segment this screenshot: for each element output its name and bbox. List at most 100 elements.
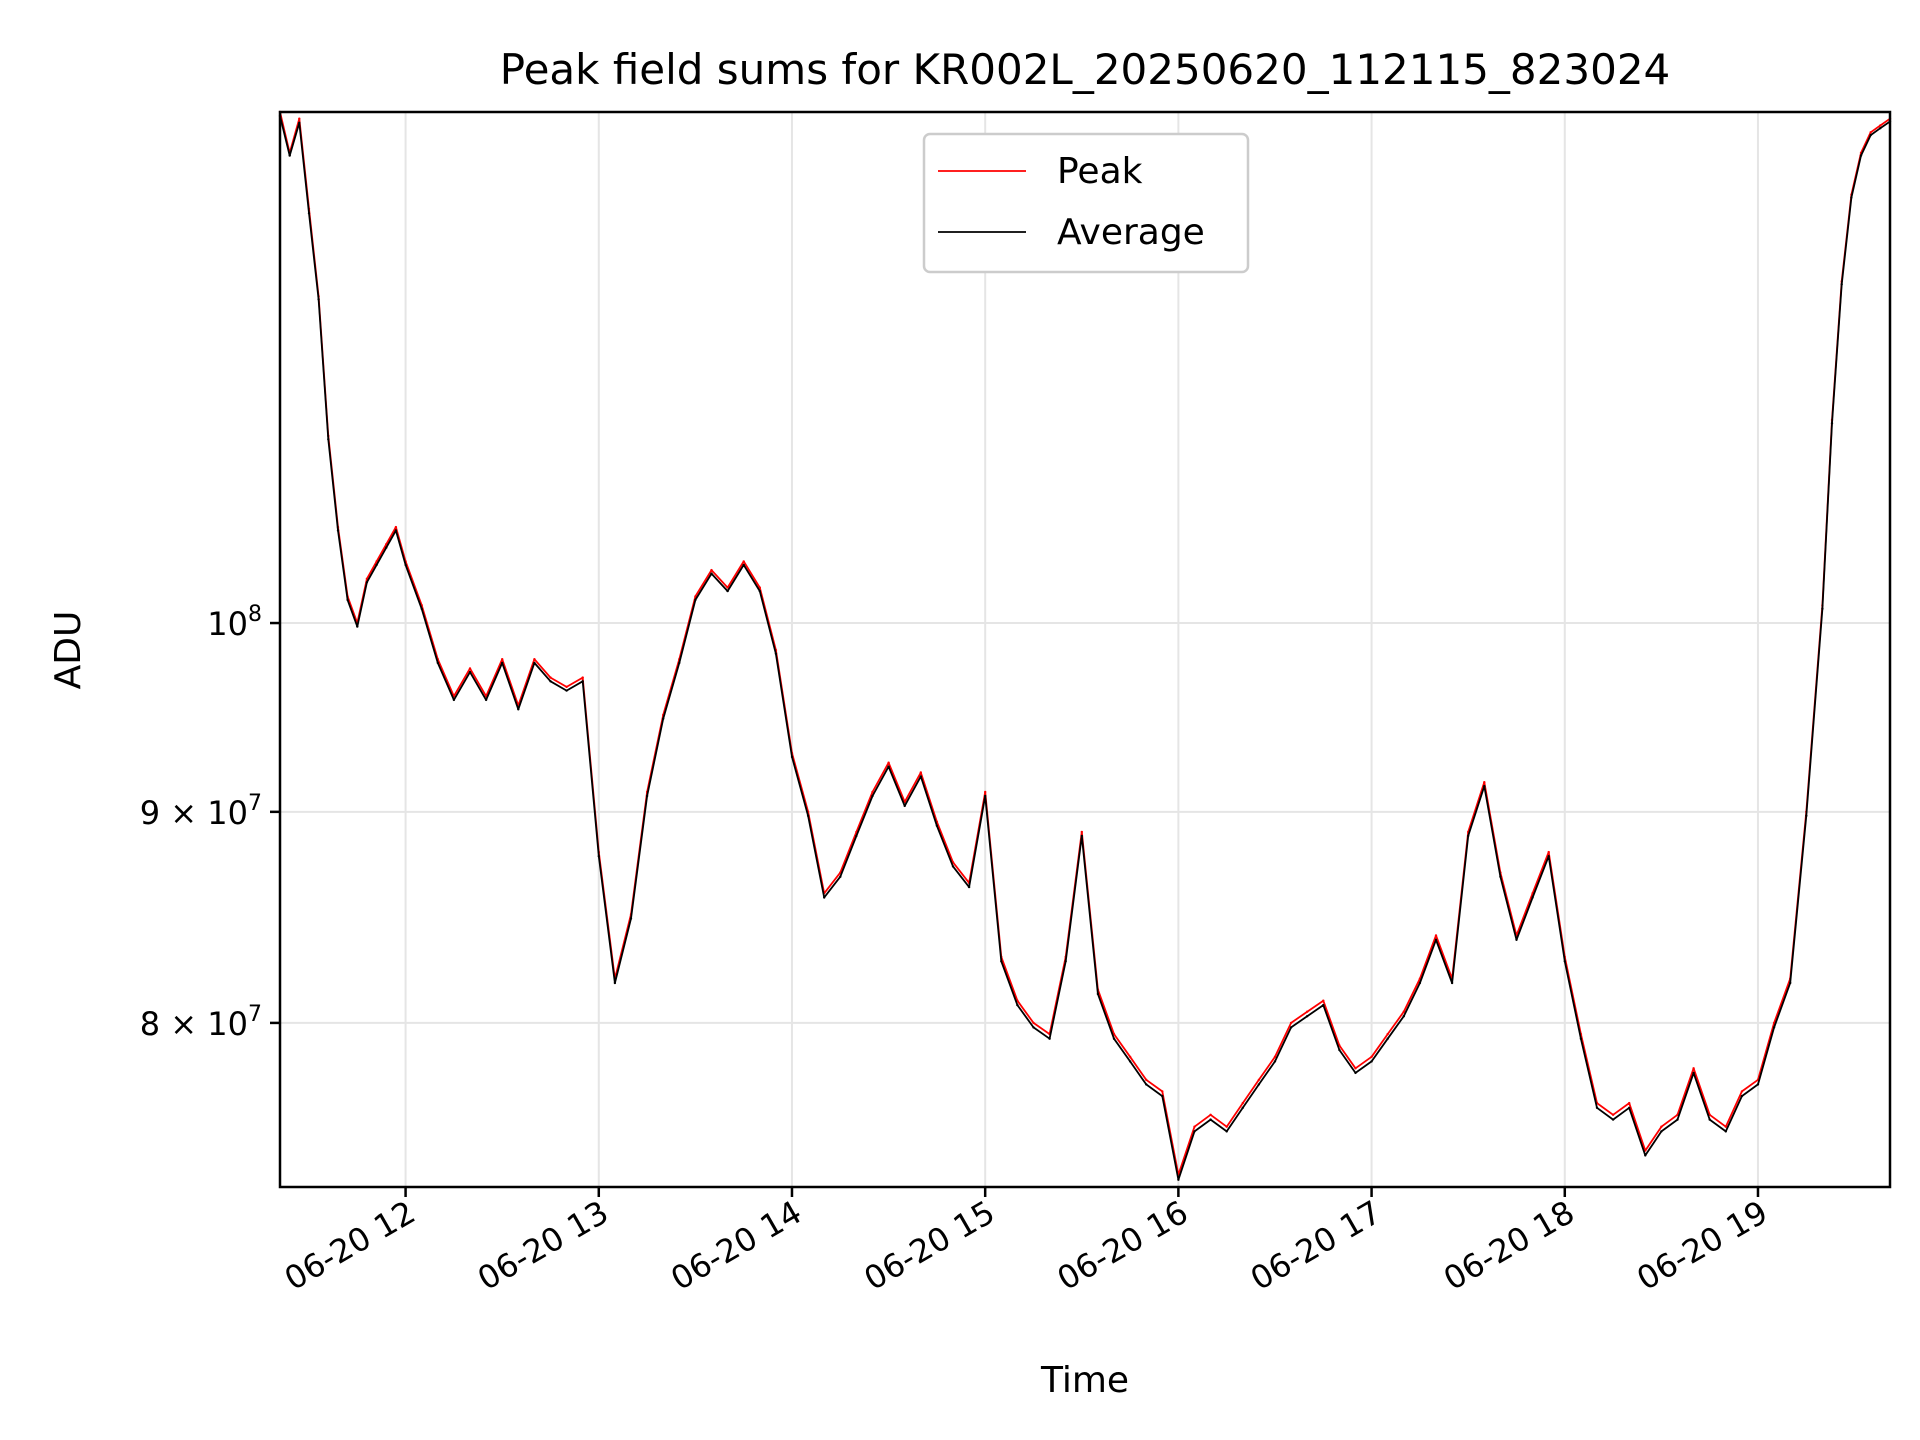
data-point-peak [1209, 1113, 1212, 1117]
tick-layer: 06-20 12 06-20 13 06-20 14 06-20 15 06-20 16… [140, 602, 1774, 1298]
legend-label-peak: Peak [1057, 151, 1143, 192]
y-tick-base: 9 × 10 [140, 794, 248, 832]
data-point-average [871, 794, 874, 798]
data-point-average [1595, 1106, 1599, 1110]
data-point-average [501, 661, 504, 665]
data-point-average [1789, 981, 1792, 985]
data-point-average [1209, 1118, 1212, 1121]
data-point-peak [1483, 781, 1486, 784]
data-point-average [1531, 896, 1534, 899]
data-point-average [903, 804, 906, 808]
data-point-average [1177, 1178, 1180, 1181]
data-point-average [1805, 814, 1808, 817]
data-point-peak [726, 586, 729, 589]
data-point-average [1402, 1015, 1406, 1018]
data-point-average [581, 680, 584, 683]
data-point-average [1483, 784, 1486, 788]
data-point-average [694, 598, 697, 602]
data-point-average [317, 298, 320, 301]
data-point-average [484, 698, 488, 702]
data-point-average [1064, 960, 1067, 963]
data-point-average [1370, 1060, 1373, 1063]
data-point-average [1676, 1118, 1679, 1121]
data-point-average [1611, 1118, 1615, 1121]
data-point-average [1000, 960, 1003, 963]
data-point-average [1322, 1003, 1325, 1007]
data-point-peak [1386, 1032, 1389, 1036]
data-point-average [1515, 938, 1518, 941]
data-point-peak [1354, 1067, 1357, 1070]
y-tick-exponent: 7 [248, 791, 262, 816]
y-tick-base: 10 [207, 605, 248, 643]
y-tick-base: 8 × 10 [140, 1005, 248, 1043]
data-point-peak [549, 676, 552, 679]
data-point-average [1499, 875, 1502, 878]
data-point-average [1840, 283, 1843, 286]
data-point-average [1193, 1130, 1196, 1133]
data-point-average [629, 917, 633, 920]
data-point-average [452, 698, 456, 702]
data-point-peak [1724, 1125, 1728, 1128]
data-point-average [1724, 1130, 1728, 1133]
y-tick-exponent: 7 [248, 1002, 262, 1027]
data-point-peak [1879, 124, 1882, 127]
data-point-peak [1257, 1078, 1261, 1082]
y-tick-exponent: 8 [248, 602, 262, 627]
legend-label-average: Average [1057, 212, 1205, 253]
plot-frame [278, 110, 1892, 1189]
data-point-peak [1547, 850, 1550, 854]
data-point-peak [710, 568, 713, 572]
data-point-average [1692, 1071, 1695, 1075]
data-point-average [790, 755, 794, 759]
data-point-peak [1161, 1090, 1164, 1093]
data-point-peak [1225, 1125, 1228, 1128]
data-point-average [1386, 1037, 1389, 1040]
y-tick-label: 8 × 107 [140, 1002, 262, 1043]
y-tick-label: 108 [207, 602, 262, 643]
data-point-average [1450, 981, 1454, 985]
data-point-average [517, 708, 520, 711]
data-point-peak [694, 595, 697, 598]
legend-box [922, 132, 1250, 274]
data-point-average [1660, 1130, 1663, 1133]
data-point-peak [468, 667, 472, 670]
data-point-peak [1370, 1055, 1373, 1059]
data-point-peak [1611, 1113, 1615, 1117]
data-point-average [1306, 1015, 1309, 1018]
data-point-average [967, 885, 971, 889]
data-point-average [855, 834, 858, 838]
data-point-average [1467, 834, 1470, 838]
data-point-average [1869, 133, 1872, 137]
data-point-average [613, 981, 617, 985]
data-point-peak [1273, 1055, 1277, 1059]
data-point-average [662, 717, 665, 720]
data-point-average [1273, 1060, 1277, 1063]
data-point-peak [1193, 1125, 1196, 1128]
data-point-average [1080, 834, 1084, 838]
data-point-average [774, 652, 778, 655]
x-tick-label: 06-20 15 [858, 1193, 1002, 1298]
series-layer [278, 110, 1892, 1181]
data-point-average [336, 529, 340, 532]
x-tick-label: 06-20 17 [1244, 1193, 1388, 1298]
data-point-average [1830, 422, 1834, 425]
data-point-average [935, 824, 939, 827]
data-point-average [385, 546, 388, 549]
data-point-peak [298, 117, 301, 120]
data-point-average [1850, 196, 1853, 199]
data-point-peak [1628, 1101, 1631, 1105]
data-point-average [1879, 127, 1882, 130]
data-point-average [1756, 1083, 1760, 1086]
data-point-average [1628, 1106, 1631, 1110]
data-point-average [533, 661, 536, 665]
data-point-average [1579, 1037, 1583, 1040]
y-tick-label: 9 × 107 [140, 791, 262, 832]
data-point-average [726, 589, 729, 593]
data-point-average [710, 572, 713, 575]
data-point-peak [871, 790, 874, 794]
data-point-peak [887, 761, 890, 764]
data-point-average [365, 581, 369, 584]
data-point-average [1032, 1026, 1035, 1029]
x-axis-label: Time [1040, 1360, 1129, 1401]
